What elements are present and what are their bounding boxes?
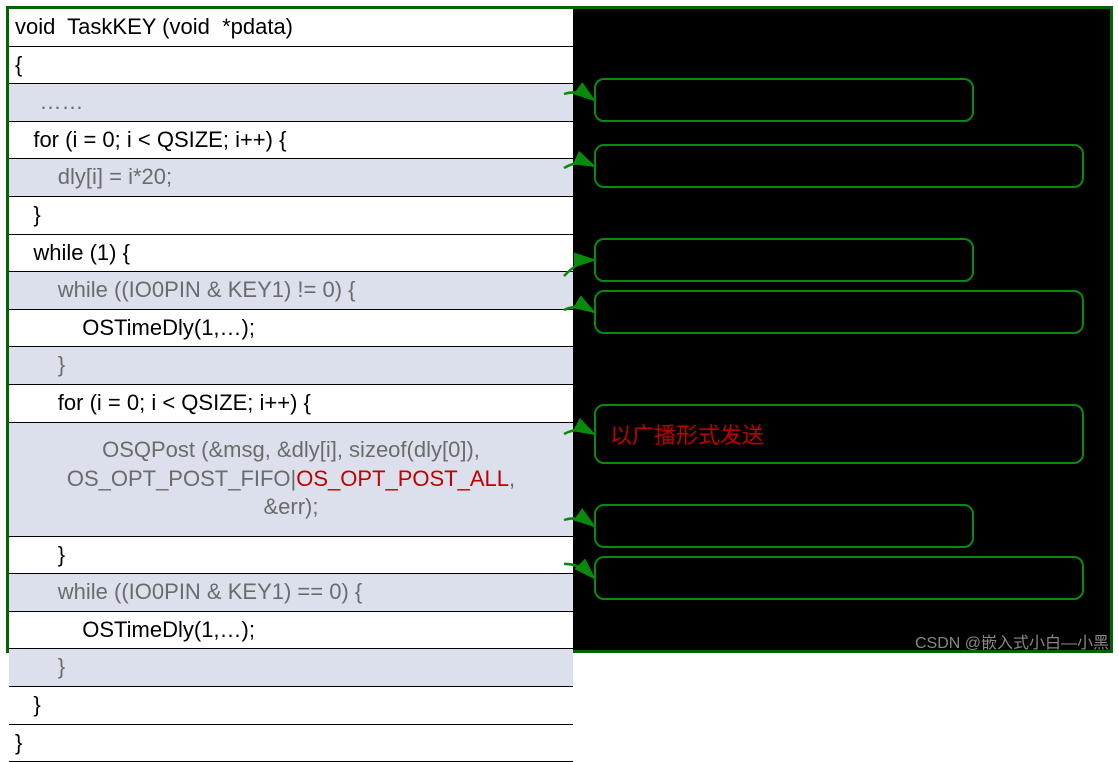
code-line-14: OSTimeDly(1,…); — [9, 612, 573, 650]
code-line-1: { — [9, 47, 573, 85]
code-line-8: OSTimeDly(1,…); — [9, 310, 573, 348]
comment-box-c5: 以广播形式发送 — [594, 404, 1084, 464]
comment-box-c4 — [594, 290, 1084, 334]
code-line-6: while (1) { — [9, 235, 573, 273]
code-line-13: while ((IO0PIN & KEY1) == 0) { — [9, 574, 573, 612]
code-line-5: } — [9, 197, 573, 235]
code-line-11: OSQPost (&msg, &dly[i], sizeof(dly[0]),O… — [9, 423, 573, 537]
code-line-4: dly[i] = i*20; — [9, 159, 573, 197]
code-line-10: for (i = 0; i < QSIZE; i++) { — [9, 385, 573, 423]
code-line-3: for (i = 0; i < QSIZE; i++) { — [9, 122, 573, 160]
code-line-2: …… — [9, 84, 573, 122]
code-line-17: } — [9, 725, 573, 762]
code-panel: void TaskKEY (void *pdata){ …… for (i = … — [9, 9, 573, 650]
comment-box-c2 — [594, 144, 1084, 188]
watermark-text: CSDN @嵌入式小白—小黑 — [915, 629, 1109, 653]
comment-box-c6 — [594, 504, 974, 548]
comment-box-c7 — [594, 556, 1084, 600]
code-line-0: void TaskKEY (void *pdata) — [9, 9, 573, 47]
comment-box-c3 — [594, 238, 974, 282]
code-line-16: } — [9, 687, 573, 725]
code-line-7: while ((IO0PIN & KEY1) != 0) { — [9, 272, 573, 310]
code-line-9: } — [9, 347, 573, 385]
comment-box-c1 — [594, 78, 974, 122]
code-line-12: } — [9, 537, 573, 575]
code-line-15: } — [9, 649, 573, 687]
